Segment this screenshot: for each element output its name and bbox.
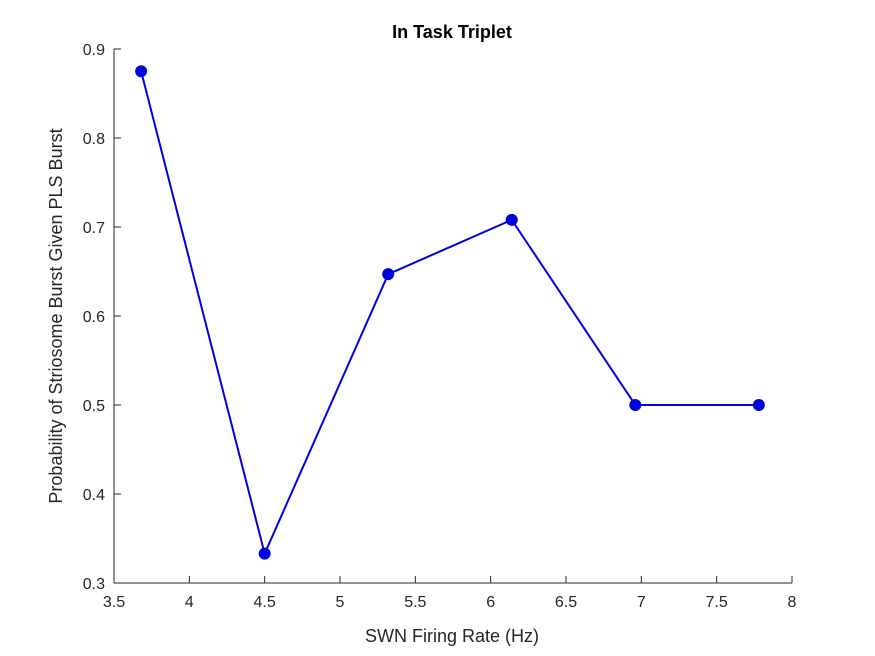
y-tick-label: 0.4 xyxy=(83,487,105,504)
y-tick-label: 0.6 xyxy=(83,309,105,326)
y-tick-label: 0.9 xyxy=(83,42,105,59)
series xyxy=(135,65,765,560)
series-line xyxy=(140,71,759,555)
x-tick-label: 5.5 xyxy=(404,594,426,611)
y-tick-label: 0.7 xyxy=(83,220,105,237)
x-tick-label: 7.5 xyxy=(706,594,728,611)
y-axis-label: Probability of Striosome Burst Given PLS… xyxy=(46,128,66,503)
y-tick-label: 0.8 xyxy=(83,131,105,148)
x-tick-label: 4 xyxy=(185,594,194,611)
data-point xyxy=(505,213,518,226)
data-point xyxy=(629,399,642,411)
x-tick-label: 5 xyxy=(336,594,345,611)
y-tick-label: 0.3 xyxy=(83,576,105,593)
x-axis-label: SWN Firing Rate (Hz) xyxy=(365,626,539,646)
data-point xyxy=(135,65,148,78)
x-tick-label: 4.5 xyxy=(254,594,276,611)
data-point xyxy=(752,399,765,411)
data-point xyxy=(258,547,271,560)
ticks: 3.5 4 4.5 5 5.5 6 6.5 7 7.5 8 0.3 0.4 0.5 0.6 0.7 0.8 0.… xyxy=(83,42,797,611)
axes xyxy=(113,49,792,584)
x-tick-label: 3.5 xyxy=(103,594,125,611)
x-tick-label: 8 xyxy=(788,594,797,611)
x-tick-label: 6.5 xyxy=(555,594,577,611)
y-tick-label: 0.5 xyxy=(83,398,105,415)
data-point xyxy=(382,268,395,281)
x-tick-label: 6 xyxy=(486,594,495,611)
x-tick-label: 7 xyxy=(637,594,646,611)
chart-title: In Task Triplet xyxy=(392,22,512,42)
